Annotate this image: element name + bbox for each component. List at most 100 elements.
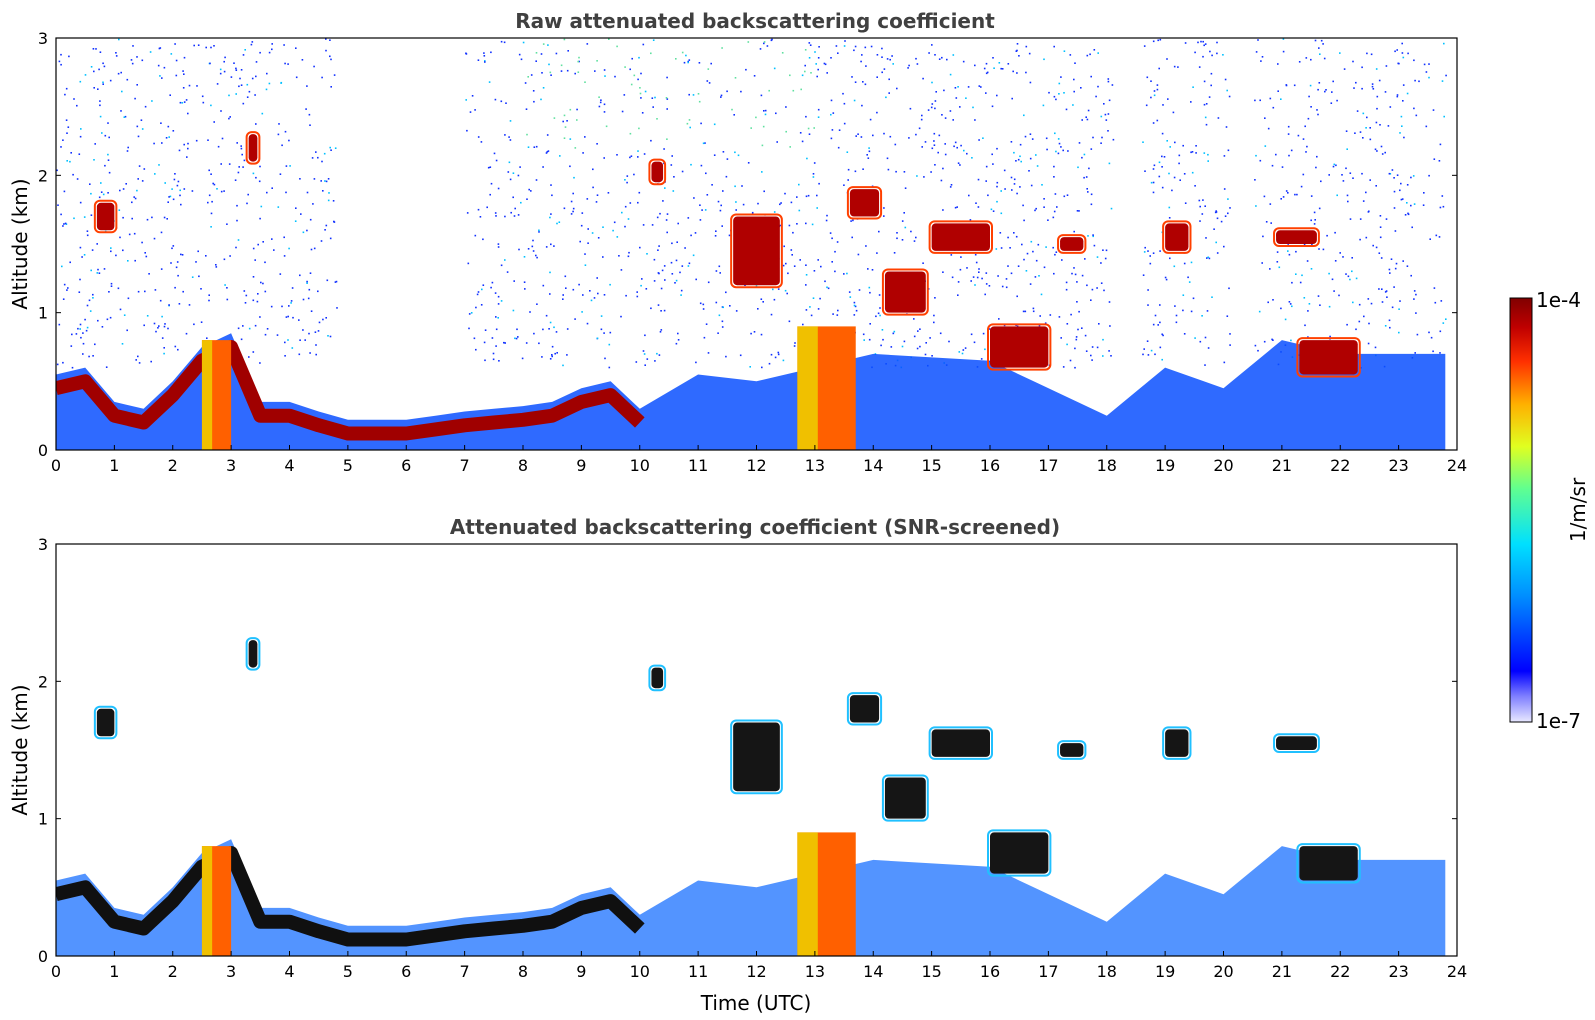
noise-speck	[1096, 256, 1099, 258]
noise-speck	[1295, 250, 1297, 253]
noise-speck	[548, 328, 550, 330]
noise-speck	[1029, 283, 1032, 285]
noise-speck	[1020, 160, 1022, 163]
noise-speck	[574, 318, 576, 320]
noise-speck	[558, 221, 561, 223]
noise-speck	[121, 343, 124, 345]
noise-speck	[516, 328, 518, 331]
noise-speck	[159, 75, 161, 77]
noise-speck	[1328, 272, 1330, 275]
noise-speck	[761, 171, 763, 173]
cloud-halo	[93, 199, 118, 234]
noise-speck	[661, 269, 664, 272]
noise-speck	[1166, 140, 1168, 142]
noise-speck	[1167, 98, 1169, 100]
noise-speck	[1034, 209, 1036, 212]
noise-speck	[509, 139, 512, 141]
noise-speck	[1053, 45, 1055, 48]
noise-speck	[1335, 164, 1337, 167]
noise-speck	[483, 341, 486, 344]
noise-speck	[582, 294, 584, 296]
noise-speck	[1204, 336, 1207, 339]
noise-speck	[704, 142, 706, 144]
noise-speck	[933, 321, 935, 324]
noise-speck	[896, 232, 898, 234]
noise-speck	[254, 324, 257, 327]
noise-speck	[1085, 176, 1088, 178]
noise-speck	[1159, 321, 1161, 324]
noise-speck	[1201, 213, 1204, 215]
noise-speck	[206, 337, 208, 339]
noise-speck	[532, 250, 535, 252]
noise-speck	[246, 96, 249, 98]
noise-speck	[640, 97, 642, 99]
noise-speck	[176, 261, 179, 263]
noise-speck	[105, 366, 108, 368]
noise-speck	[651, 224, 654, 226]
noise-speck	[110, 247, 112, 249]
noise-speck	[1362, 137, 1364, 139]
noise-speck	[294, 220, 297, 222]
noise-speck	[813, 127, 815, 129]
noise-speck	[1049, 314, 1052, 316]
noise-speck	[586, 43, 589, 45]
noise-speck	[1190, 101, 1192, 103]
cloud-halo	[928, 726, 993, 760]
noise-speck	[831, 237, 833, 240]
cloud-7	[987, 323, 1052, 371]
noise-speck	[982, 137, 984, 139]
panel-screened-field	[56, 637, 1446, 956]
noise-speck	[1150, 80, 1152, 82]
noise-speck	[1445, 74, 1447, 77]
noise-speck	[327, 199, 330, 202]
noise-speck	[136, 84, 138, 86]
noise-speck	[965, 97, 967, 99]
noise-speck	[861, 104, 863, 107]
noise-speck	[789, 146, 791, 148]
noise-speck	[1101, 136, 1103, 139]
noise-speck	[1264, 117, 1266, 119]
noise-speck	[753, 331, 756, 333]
noise-speck	[805, 309, 808, 311]
noise-speck	[99, 115, 102, 118]
noise-speck	[903, 171, 906, 173]
colorbar-max-label: 1e-4	[1536, 288, 1581, 312]
noise-speck	[90, 269, 92, 272]
noise-speck	[279, 273, 282, 275]
noise-speck	[857, 253, 860, 256]
colorbar-unit-label: 1/m/sr	[1566, 477, 1590, 542]
noise-speck	[867, 157, 870, 159]
noise-speck	[671, 155, 673, 157]
noise-speck	[1261, 56, 1264, 58]
noise-speck	[869, 323, 871, 325]
noise-speck	[1108, 162, 1111, 165]
noise-speck	[574, 147, 577, 149]
noise-speck	[711, 184, 713, 186]
noise-speck	[1394, 230, 1397, 232]
noise-speck	[1103, 103, 1105, 105]
noise-speck	[191, 190, 194, 192]
noise-speck	[173, 178, 176, 181]
noise-speck	[779, 224, 781, 227]
noise-speck	[1075, 338, 1078, 341]
noise-speck	[508, 161, 511, 164]
noise-speck	[1225, 126, 1228, 128]
noise-speck	[255, 75, 257, 78]
x-tick-label: 3	[226, 962, 236, 981]
noise-speck	[546, 151, 549, 153]
noise-speck	[1375, 185, 1377, 187]
noise-speck	[169, 94, 171, 96]
noise-speck	[762, 125, 765, 128]
noise-speck	[193, 323, 195, 326]
noise-speck	[1029, 81, 1032, 84]
noise-speck	[992, 163, 994, 165]
noise-speck	[1000, 212, 1003, 215]
noise-speck	[592, 168, 594, 171]
noise-speck	[1434, 301, 1437, 304]
noise-speck	[1039, 315, 1041, 317]
noise-speck	[963, 149, 965, 152]
noise-speck	[151, 216, 153, 219]
cloud-core	[990, 832, 1049, 874]
noise-speck	[332, 200, 335, 202]
noise-speck	[177, 180, 180, 183]
